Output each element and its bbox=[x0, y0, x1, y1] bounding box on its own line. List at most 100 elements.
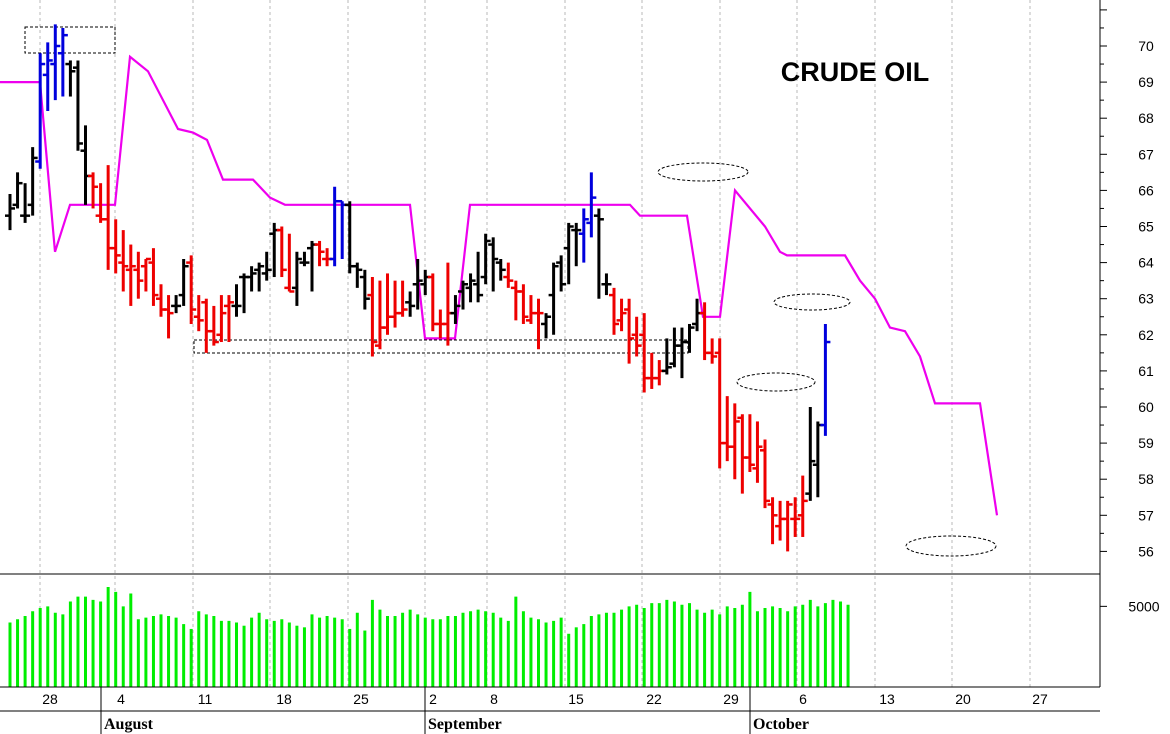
price-axis: 56 57 58 59 60 61 62 63 64 65 66 67 68 69 70 5000 bbox=[1100, 9, 1160, 614]
ohlc-bar-108 bbox=[820, 323, 831, 436]
ohlc-bar-24 bbox=[186, 255, 197, 324]
ohlc-bar-102 bbox=[775, 500, 786, 541]
ohlc-bar-66 bbox=[503, 262, 514, 288]
ytick-label-14: 70 bbox=[1138, 38, 1154, 54]
ohlc-bar-21 bbox=[163, 295, 174, 339]
ytick-label-3: 59 bbox=[1138, 435, 1154, 451]
ohlc-bar-55 bbox=[420, 269, 431, 296]
stop-line bbox=[0, 54, 999, 516]
ytick-label-5: 61 bbox=[1138, 363, 1154, 379]
ohlc-bar-79 bbox=[601, 273, 612, 296]
ytick-label-9: 65 bbox=[1138, 219, 1154, 235]
ohlc-bar-17 bbox=[133, 251, 144, 299]
ohlc-bar-13 bbox=[103, 165, 114, 270]
ohlc-bar-88 bbox=[669, 327, 680, 368]
ohlc-bar-60 bbox=[458, 280, 468, 310]
ohlc-bar-103 bbox=[782, 500, 793, 552]
ohlc-bar-86 bbox=[654, 360, 665, 386]
ohlc-bar-18 bbox=[140, 257, 151, 292]
ohlc-bar-6 bbox=[50, 24, 61, 101]
ohlc-bar-61 bbox=[465, 273, 476, 303]
month-label-1: September bbox=[428, 716, 502, 733]
annotation-ellipse-2 bbox=[736, 372, 816, 392]
xtick-label-7: 15 bbox=[568, 691, 584, 707]
annotation-ellipse-3 bbox=[905, 535, 997, 557]
ohlc-bar-1 bbox=[12, 172, 23, 209]
ytick-label-8: 64 bbox=[1138, 255, 1154, 271]
ohlc-bar-94 bbox=[714, 338, 725, 469]
ohlc-bar-29 bbox=[223, 295, 234, 343]
ohlc-bar-11 bbox=[88, 172, 99, 209]
ohlc-bar-10 bbox=[80, 125, 91, 205]
ohlc-bar-44 bbox=[337, 199, 348, 259]
ohlc-bar-2 bbox=[20, 183, 31, 223]
xtick-label-3: 18 bbox=[276, 691, 292, 707]
ytick-label-13: 69 bbox=[1138, 74, 1154, 90]
ohlc-bar-39 bbox=[299, 251, 310, 267]
ohlc-bar-36 bbox=[276, 226, 287, 278]
xtick-label-1: 4 bbox=[117, 691, 125, 707]
ohlc-bar-52 bbox=[397, 280, 408, 317]
ohlc-bar-9 bbox=[72, 60, 83, 151]
ohlc-bar-28 bbox=[216, 295, 227, 343]
stop-line-path bbox=[0, 54, 999, 516]
ohlc-bar-27 bbox=[208, 305, 219, 346]
ohlc-bar-107 bbox=[812, 421, 823, 498]
xtick-label-11: 13 bbox=[879, 691, 895, 707]
ohlc-bar-22 bbox=[171, 295, 182, 314]
ohlc-bar-38 bbox=[291, 251, 302, 306]
ohlc-bar-104 bbox=[790, 497, 801, 537]
ohlc-bar-69 bbox=[525, 295, 536, 324]
ohlc-bar-95 bbox=[722, 396, 733, 462]
ohlc-bar-20 bbox=[156, 284, 166, 317]
ohlc-bar-51 bbox=[390, 280, 401, 328]
ohlc-bar-65 bbox=[495, 258, 506, 281]
ytick-label-6: 62 bbox=[1138, 327, 1154, 343]
month-label-2: October bbox=[753, 716, 809, 733]
annotation-rect-0 bbox=[24, 26, 116, 54]
volume-bars bbox=[8, 587, 850, 687]
ohlc-bar-77 bbox=[586, 172, 597, 238]
price-bars bbox=[5, 24, 831, 552]
ytick-label-10: 66 bbox=[1138, 182, 1154, 198]
ohlc-bar-43 bbox=[329, 186, 340, 267]
ohlc-bar-90 bbox=[684, 323, 695, 353]
ohlc-bar-7 bbox=[57, 27, 68, 97]
ohlc-bar-62 bbox=[473, 251, 484, 303]
ytick-label-11: 67 bbox=[1138, 146, 1154, 162]
ohlc-bar-8 bbox=[65, 60, 76, 97]
ohlc-bar-101 bbox=[767, 497, 778, 545]
ohlc-bar-16 bbox=[125, 244, 136, 306]
volume-tick-label: 5000 bbox=[1128, 598, 1159, 614]
ytick-label-0: 56 bbox=[1138, 543, 1154, 559]
annotation-ellipse-0 bbox=[657, 162, 749, 182]
ohlc-bar-75 bbox=[571, 222, 582, 267]
ohlc-bar-45 bbox=[344, 201, 355, 274]
ytick-label-2: 58 bbox=[1138, 471, 1154, 487]
xtick-label-13: 27 bbox=[1032, 691, 1048, 707]
ytick-label-12: 68 bbox=[1138, 110, 1154, 126]
ohlc-bar-67 bbox=[510, 280, 521, 321]
ohlc-bar-14 bbox=[110, 219, 121, 274]
ohlc-bar-53 bbox=[405, 291, 416, 317]
ohlc-bar-48 bbox=[367, 277, 378, 357]
gridlines bbox=[39, 0, 1031, 687]
ohlc-bar-81 bbox=[616, 298, 627, 332]
ohlc-bar-3 bbox=[27, 147, 38, 216]
ohlc-bar-68 bbox=[518, 284, 529, 324]
ohlc-bar-64 bbox=[488, 237, 499, 292]
ohlc-bar-15 bbox=[118, 230, 129, 292]
annotation-rect-1 bbox=[193, 339, 689, 354]
xtick-label-4: 25 bbox=[353, 691, 369, 707]
ohlc-bar-70 bbox=[533, 298, 544, 350]
ohlc-bar-83 bbox=[631, 316, 642, 357]
xtick-label-9: 29 bbox=[723, 691, 739, 707]
ohlc-bar-32 bbox=[246, 266, 257, 292]
ytick-label-7: 63 bbox=[1138, 291, 1154, 307]
annotation-shapes bbox=[24, 26, 997, 557]
ytick-label-4: 60 bbox=[1138, 399, 1154, 415]
ohlc-bar-31 bbox=[239, 273, 250, 314]
ohlc-bar-105 bbox=[797, 475, 808, 537]
